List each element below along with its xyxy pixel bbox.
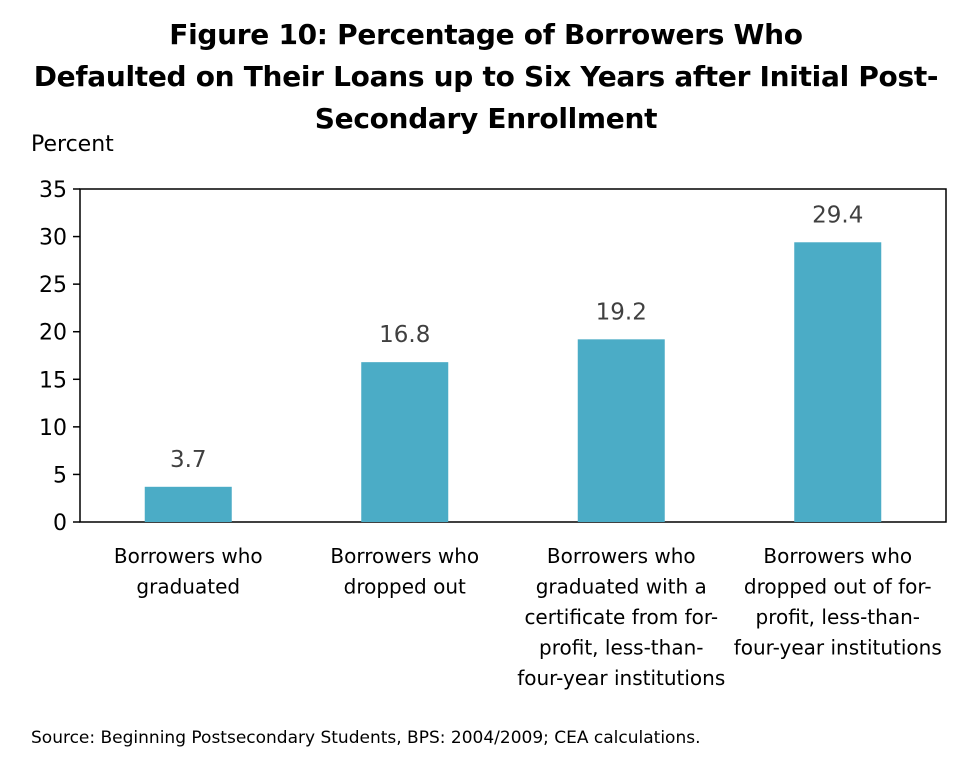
x-category-label-line: Borrowers who (547, 544, 696, 568)
x-category-label: Borrowers who dropped out (330, 544, 479, 599)
x-category-label: Borrowers who dropped out of for-profit, … (734, 544, 942, 660)
source-note: Source: Beginning Postsecondary Students… (31, 728, 701, 748)
y-tick-label: 5 (53, 463, 67, 488)
chart-title-line-1: Figure 10: Percentage of Borrowers Who (169, 18, 803, 51)
y-tick-label: 0 (53, 511, 67, 536)
x-category-label-line: Borrowers who (330, 544, 479, 568)
x-category-label-line: four-year institutions (517, 666, 725, 690)
bar (577, 339, 665, 522)
bar-chart: 0 5 10 15 20 25 30 35 3.7 Borrowers who graduated 1… (39, 178, 947, 690)
x-category-label-line: profit, less-than- (539, 636, 703, 660)
x-category-label-line: Borrowers who (114, 544, 263, 568)
bar (144, 486, 232, 522)
data-label: 3.7 (170, 447, 207, 473)
x-category-label-line: dropped out of for- (744, 575, 932, 599)
y-tick-label: 20 (39, 321, 67, 346)
y-tick-label: 35 (39, 178, 67, 203)
chart-title-line-3: Secondary Enrollment (314, 102, 658, 135)
data-label: 29.4 (812, 202, 863, 228)
data-label: 16.8 (379, 322, 430, 348)
x-category-label-line: Borrowers who (763, 544, 912, 568)
x-category-label-line: four-year institutions (734, 636, 942, 660)
x-category-label: Borrowers who graduated with a certificate… (517, 544, 725, 690)
bar (794, 242, 882, 522)
x-category-label-line: graduated with a (536, 575, 707, 599)
y-tick-label: 15 (39, 368, 67, 393)
x-category-label-line: certificate from for- (524, 605, 718, 629)
y-axis-label: Percent (31, 132, 114, 157)
y-tick-label: 25 (39, 273, 67, 298)
bar (361, 362, 449, 522)
x-category-label-line: profit, less-than- (756, 605, 920, 629)
chart-title-line-2: Defaulted on Their Loans up to Six Years… (33, 60, 939, 93)
plot-frame (79, 188, 947, 523)
y-tick-label: 30 (39, 226, 67, 251)
x-category-label: Borrowers who graduated (114, 544, 263, 599)
x-category-label-line: graduated (136, 575, 240, 599)
y-tick-label: 10 (39, 416, 67, 441)
data-label: 19.2 (596, 299, 647, 325)
x-category-label-line: dropped out (344, 575, 466, 599)
